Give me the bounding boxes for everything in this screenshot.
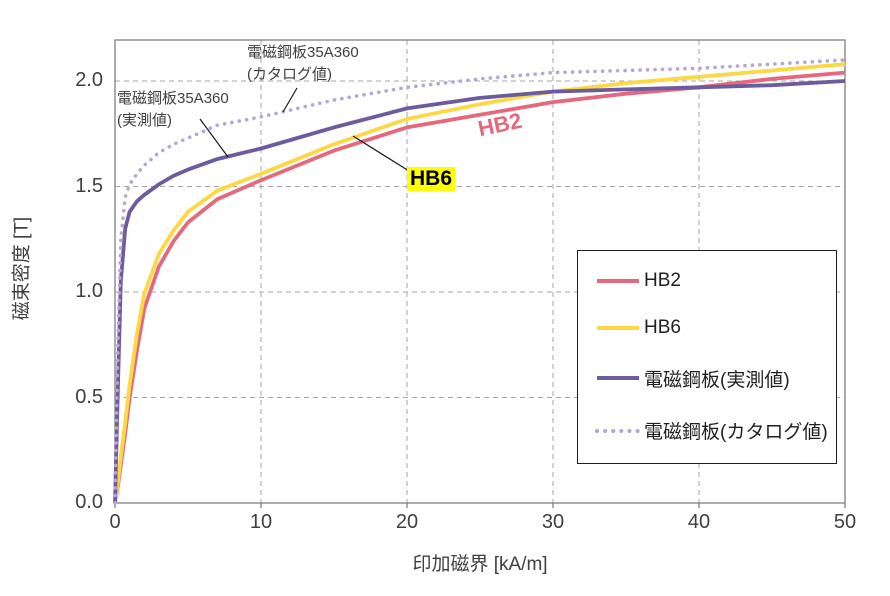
x-axis-label: 印加磁界 [kA/m] <box>412 554 548 575</box>
legend-label: 電磁鋼板(実測値) <box>644 369 790 391</box>
series-HB6 <box>113 62 846 504</box>
plot-frame <box>114 39 846 504</box>
annotation-catalog-line1: 電磁鋼板35A360 <box>247 44 359 61</box>
legend: HB2 HB6 電磁鋼板(実測値) 電磁鋼板(カタログ値) <box>577 250 837 464</box>
y-tick-label: 2.0 <box>75 69 103 91</box>
x-tick-label: 10 <box>249 511 273 533</box>
annotation-leader-line <box>199 118 229 158</box>
x-tick-label: 40 <box>687 511 711 533</box>
y-tick-label: 1.5 <box>75 174 103 197</box>
annotation-measured: 電磁鋼板35A360 (実測値) <box>117 88 229 132</box>
x-tick-label: 0 <box>109 511 121 533</box>
annotation-catalog-line2: (カタログ値) <box>247 66 332 83</box>
x-tick-label: 50 <box>833 511 857 533</box>
legend-label: HB6 <box>644 317 681 339</box>
legend-swatch <box>595 428 641 433</box>
y-tick-label: 1.0 <box>75 280 103 302</box>
legend-label: HB2 <box>644 269 681 291</box>
legend-swatch <box>597 326 639 331</box>
annotation-hb6: HB6 <box>407 167 456 191</box>
legend-item: 電磁鋼板(実測値) <box>594 365 836 392</box>
y-tick-label: 0.5 <box>75 385 103 408</box>
annotation-leader-line <box>352 135 410 172</box>
annotation-leader-line <box>282 87 298 113</box>
x-tick-label: 30 <box>541 511 565 533</box>
legend-item: HB6 <box>594 317 836 339</box>
y-axis-label: 磁束密度 [T] <box>11 216 33 321</box>
legend-item: 電磁鋼板(カタログ値) <box>594 417 836 444</box>
series-電磁鋼板(カタログ値) <box>113 58 847 505</box>
annotation-catalog: 電磁鋼板35A360 (カタログ値) <box>247 42 359 86</box>
legend-swatch <box>597 278 639 283</box>
x-tick-label: 20 <box>395 511 419 533</box>
y-tick-label: 0.0 <box>75 491 103 513</box>
legend-label: 電磁鋼板(カタログ値) <box>644 422 828 444</box>
annotation-measured-line1: 電磁鋼板35A360 <box>117 90 229 107</box>
series-電磁鋼板(実測値) <box>113 79 846 504</box>
legend-item: HB2 <box>594 270 836 292</box>
legend-swatch <box>597 376 639 381</box>
annotation-measured-line2: (実測値) <box>117 112 172 129</box>
